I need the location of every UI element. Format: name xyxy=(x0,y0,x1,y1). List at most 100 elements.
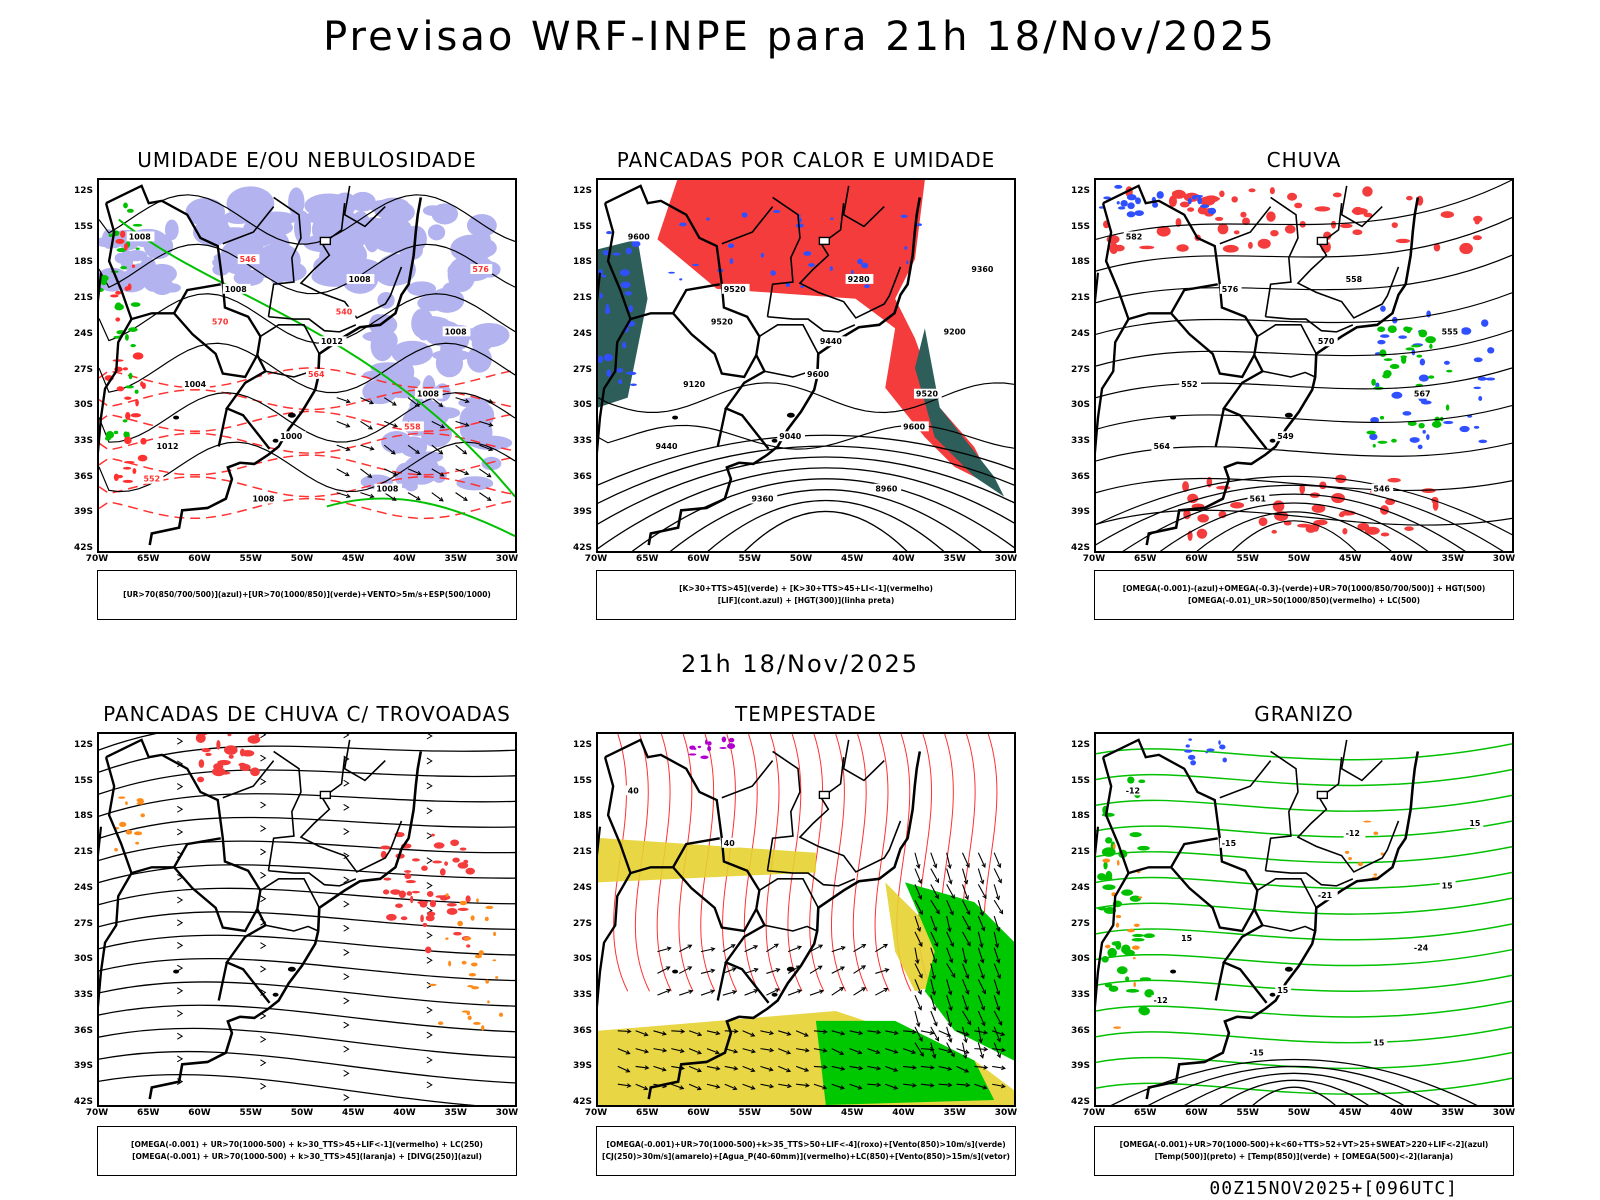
run-time-footer: 00Z15NOV2025+[096UTC] xyxy=(1209,1178,1458,1199)
map-granizo: -12 -15 -21 -24 -12 -15 -12 15 15 15 15 15 xyxy=(1094,732,1514,1107)
lat-label: 30S xyxy=(1070,954,1090,965)
panel-title-umidade: UMIDADE E/OU NEBULOSIDADE xyxy=(137,148,477,172)
contour-label-bg xyxy=(1219,837,1242,848)
contour-label-bg xyxy=(1179,378,1201,389)
lon-label: 65W xyxy=(1134,554,1157,564)
lon-label: 35W xyxy=(943,1108,966,1118)
contour-label-bg xyxy=(721,837,738,848)
lat-label: 27S xyxy=(572,918,592,929)
legend-chuva: [OMEGA(-0.001)-(azul)+OMEGA(-0.3)-(verde… xyxy=(1094,570,1514,620)
legend-line: [OMEGA(-0.001) + UR>70(1000-500) + k>30_… xyxy=(132,1152,482,1161)
lat-label: 12S xyxy=(572,186,592,196)
contour-label: 1008 xyxy=(225,285,248,294)
lat-label: 24S xyxy=(73,328,93,339)
lat-label: 27S xyxy=(572,364,592,375)
contour-label: 546 xyxy=(1373,485,1390,494)
map-canvas-pancadas-calor: 9600 9520 9440 9520 9440 9360 9280 9200 9120 9040… xyxy=(598,180,1014,551)
lon-label: 50W xyxy=(1287,1108,1311,1118)
contour-label: 552 xyxy=(144,475,161,484)
contour-label: -15 xyxy=(1222,839,1236,848)
contour-label: 9600 xyxy=(628,232,651,241)
lat-label: 30S xyxy=(73,954,93,965)
lat-label: 33S xyxy=(1070,990,1090,1000)
lon-label: 60W xyxy=(1185,1108,1208,1118)
contour-label-bg xyxy=(414,388,443,399)
lon-label: 40W xyxy=(1390,1108,1413,1118)
contour-label: 552 xyxy=(1181,380,1198,389)
lon-label: 45W xyxy=(1339,554,1362,564)
contour-label-bg xyxy=(969,264,998,274)
contour-label-bg xyxy=(237,254,260,265)
lat-label: 24S xyxy=(572,328,592,339)
lon-label: 30W xyxy=(994,554,1018,564)
contour-label: 15 xyxy=(1181,934,1192,943)
contour-label: -24 xyxy=(1414,944,1429,953)
contour-label: -12 xyxy=(1153,996,1167,1005)
lon-label: 60W xyxy=(687,554,710,564)
lat-label: 30S xyxy=(572,400,592,411)
contour-label: 540 xyxy=(336,308,353,317)
lon-label: 70W xyxy=(85,1108,109,1118)
contour-label-bg xyxy=(625,785,642,796)
lat-label: 21S xyxy=(572,293,592,304)
lon-label: 45W xyxy=(342,1108,365,1118)
contour-label-bg xyxy=(708,316,737,327)
contour-label: 1008 xyxy=(417,390,440,399)
lat-label: 30S xyxy=(1070,400,1090,411)
lon-label: 40W xyxy=(1390,554,1413,564)
lon-label: 40W xyxy=(393,1108,416,1118)
contour-label-bg xyxy=(182,378,210,389)
lon-label: 70W xyxy=(584,1108,608,1118)
lat-label: 36S xyxy=(572,471,592,482)
legend-granizo: [OMEGA(-0.001)+UR>70(1000-500)+k<60+TTS>… xyxy=(1094,1126,1514,1176)
legend-line: [LIF](cont.azul) + [HGT(300)](linha pret… xyxy=(717,596,895,605)
lon-label: 35W xyxy=(1441,1108,1464,1118)
legend-line: [UR>70(850/700/500)](azul)+[UR>70(1000/8… xyxy=(123,590,491,599)
lat-label: 42S xyxy=(572,1097,592,1108)
contour-label-bg xyxy=(1123,785,1146,796)
contour-label-bg xyxy=(306,368,328,379)
contour-label: 570 xyxy=(212,317,229,326)
lat-label: 12S xyxy=(73,186,93,196)
contour-label-bg xyxy=(470,264,493,274)
map-canvas-tempestade: 40 40 xyxy=(598,734,1014,1105)
contour-label-bg xyxy=(817,336,846,347)
legend-umidade: [UR>70(850/700/500)](azul)+[UR>70(1000/8… xyxy=(97,570,517,620)
lon-label: 55W xyxy=(738,1108,761,1118)
contour-label: 1012 xyxy=(321,337,343,346)
contour-label: 546 xyxy=(240,255,257,264)
contour-label-bg xyxy=(126,231,155,242)
contour-label: 567 xyxy=(1414,390,1431,399)
legend-line: [K>30+TTS>45](verde) + [K>30+TTS>45+LI<-… xyxy=(679,584,933,593)
lat-label: 42S xyxy=(73,1097,93,1108)
lon-label: 65W xyxy=(636,1108,659,1118)
contour-label-bg xyxy=(402,421,424,432)
lat-label: 27S xyxy=(73,364,93,375)
lat-label: 12S xyxy=(1070,740,1090,750)
contour-label: -12 xyxy=(1126,786,1140,795)
lon-label: 55W xyxy=(738,554,761,564)
contour-label: 1012 xyxy=(156,442,178,451)
lat-label: 36S xyxy=(572,1025,592,1036)
lat-label: 27S xyxy=(1070,364,1090,375)
contour-label: 1008 xyxy=(445,327,468,336)
lon-label: 70W xyxy=(1082,554,1106,564)
contour-label: 558 xyxy=(1346,275,1363,284)
contour-label: 15 xyxy=(1442,881,1453,890)
page-subtitle: 21h 18/Nov/2025 xyxy=(680,650,919,678)
legend-trovoadas: [OMEGA(-0.001) + UR>70(1000-500) + k>30_… xyxy=(97,1126,517,1176)
contour-label: 570 xyxy=(1318,337,1335,346)
contour-label: -15 xyxy=(1250,1049,1264,1058)
lon-label: 30W xyxy=(495,554,519,564)
map-chuva: 582 576 570 567 564 561 558 555 552 549 546 xyxy=(1094,178,1514,553)
legend-line: [Temp(500)](preto) + [Temp(850)](verde) … xyxy=(1154,1152,1454,1161)
map-pancadas-calor: 9600 9520 9440 9520 9440 9360 9280 9200 9120 9040… xyxy=(596,178,1016,553)
contour-label: 564 xyxy=(308,370,325,379)
contour-label-bg xyxy=(1151,441,1174,452)
contour-label-bg xyxy=(1315,336,1338,347)
lat-label: 21S xyxy=(73,293,93,304)
lon-label: 30W xyxy=(495,1108,519,1118)
lat-label: 42S xyxy=(572,543,592,554)
lon-label: 30W xyxy=(1492,1108,1516,1118)
contour-label: 582 xyxy=(1126,232,1143,241)
